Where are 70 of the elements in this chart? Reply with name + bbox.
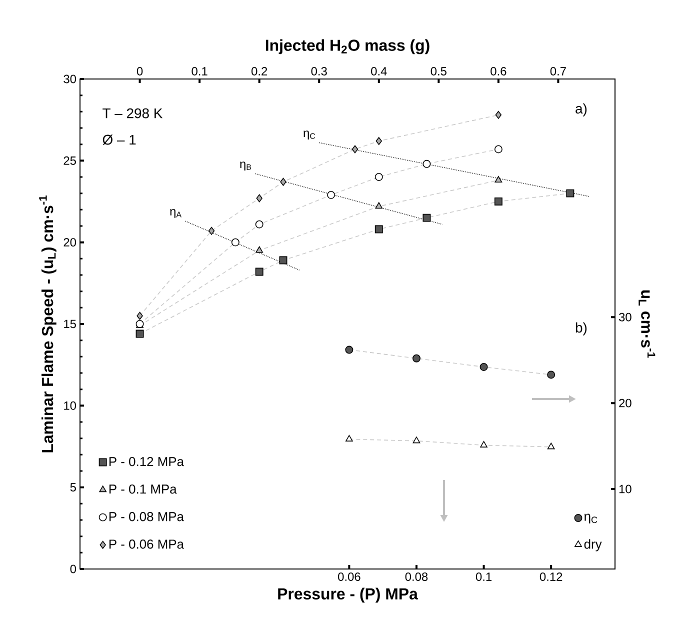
x-tick-label: 0.1 bbox=[192, 67, 208, 76]
point bbox=[256, 246, 264, 253]
x-axis-title: Pressure - (P) MPa bbox=[278, 588, 418, 603]
y-tick-label: 30 bbox=[618, 312, 632, 322]
annotation: b) bbox=[576, 322, 587, 336]
point bbox=[352, 145, 358, 154]
y-tick-label: 30 bbox=[64, 74, 76, 84]
y-axis-title: u$_{L}$ cm·s$^{-1}$ bbox=[638, 290, 656, 358]
annotation: T – 298 K bbox=[102, 108, 163, 118]
x-tick-label: 0.06 bbox=[338, 572, 360, 581]
point bbox=[376, 137, 382, 146]
legend-label: P - 0.08 MPa bbox=[109, 512, 184, 522]
point bbox=[231, 238, 240, 246]
series-label: η$_{C}$ bbox=[304, 130, 316, 140]
x-tick-label: 0.3 bbox=[311, 67, 327, 76]
point bbox=[346, 434, 353, 442]
y-tick-label: 10 bbox=[619, 484, 632, 494]
point bbox=[494, 176, 502, 183]
point bbox=[480, 441, 488, 448]
y-tick-label: 20 bbox=[619, 398, 632, 408]
x-tick-label: 0.6 bbox=[490, 67, 506, 76]
legend-label: η$_{C}$ bbox=[584, 514, 598, 524]
point bbox=[375, 202, 383, 209]
point bbox=[255, 220, 264, 228]
y-tick-label: 20 bbox=[64, 238, 76, 247]
point bbox=[374, 225, 383, 234]
x-tick-label: 0.08 bbox=[405, 572, 428, 581]
point bbox=[547, 442, 555, 450]
y-tick-label: 10 bbox=[64, 401, 76, 410]
y-tick-label: 5 bbox=[70, 483, 76, 492]
point bbox=[495, 110, 502, 119]
point bbox=[345, 346, 354, 354]
series-label: η$_{A}$ bbox=[170, 208, 182, 218]
point bbox=[422, 160, 431, 168]
x-tick-label: 0.5 bbox=[430, 67, 446, 76]
point bbox=[280, 178, 286, 186]
point bbox=[374, 172, 383, 181]
x-tick-label: 0 bbox=[136, 67, 143, 76]
legend-label: P - 0.12 MPa bbox=[109, 456, 184, 466]
legend-label: dry bbox=[584, 539, 602, 552]
x-tick-label: 0.2 bbox=[251, 67, 268, 76]
y-axis-title: Laminar Flame Speed - (u$_{L}$) cm·s$^{-1}$ bbox=[39, 195, 56, 452]
point bbox=[136, 312, 143, 320]
x-tick-label: 0.4 bbox=[371, 67, 387, 76]
x-axis-title: Injected H$_{2}$O mass (g) bbox=[266, 39, 430, 54]
y-tick-label: 15 bbox=[64, 320, 76, 328]
x-tick-label: 0.12 bbox=[540, 572, 562, 581]
x-tick-label: 0.1 bbox=[476, 572, 492, 581]
y-tick-label: 0 bbox=[70, 564, 76, 574]
y-tick-label: 25 bbox=[64, 156, 76, 165]
legend-label: P - 0.06 MPa bbox=[109, 540, 184, 549]
legend-label: P - 0.1 MPa bbox=[109, 484, 177, 494]
point bbox=[412, 436, 420, 444]
point bbox=[480, 362, 488, 371]
point bbox=[208, 226, 215, 235]
annotation: a) bbox=[576, 103, 587, 116]
point bbox=[136, 330, 144, 338]
point bbox=[279, 256, 288, 264]
point bbox=[327, 190, 336, 199]
point bbox=[412, 354, 420, 362]
point bbox=[422, 214, 431, 222]
point bbox=[547, 370, 556, 379]
point bbox=[494, 145, 502, 154]
point bbox=[256, 194, 262, 202]
series-label: η$_{B}$ bbox=[240, 162, 252, 171]
point bbox=[566, 189, 574, 198]
annotation: Ø – 1 bbox=[102, 134, 136, 145]
point bbox=[494, 197, 502, 206]
point bbox=[255, 268, 264, 276]
x-tick-label: 0.7 bbox=[550, 67, 566, 76]
